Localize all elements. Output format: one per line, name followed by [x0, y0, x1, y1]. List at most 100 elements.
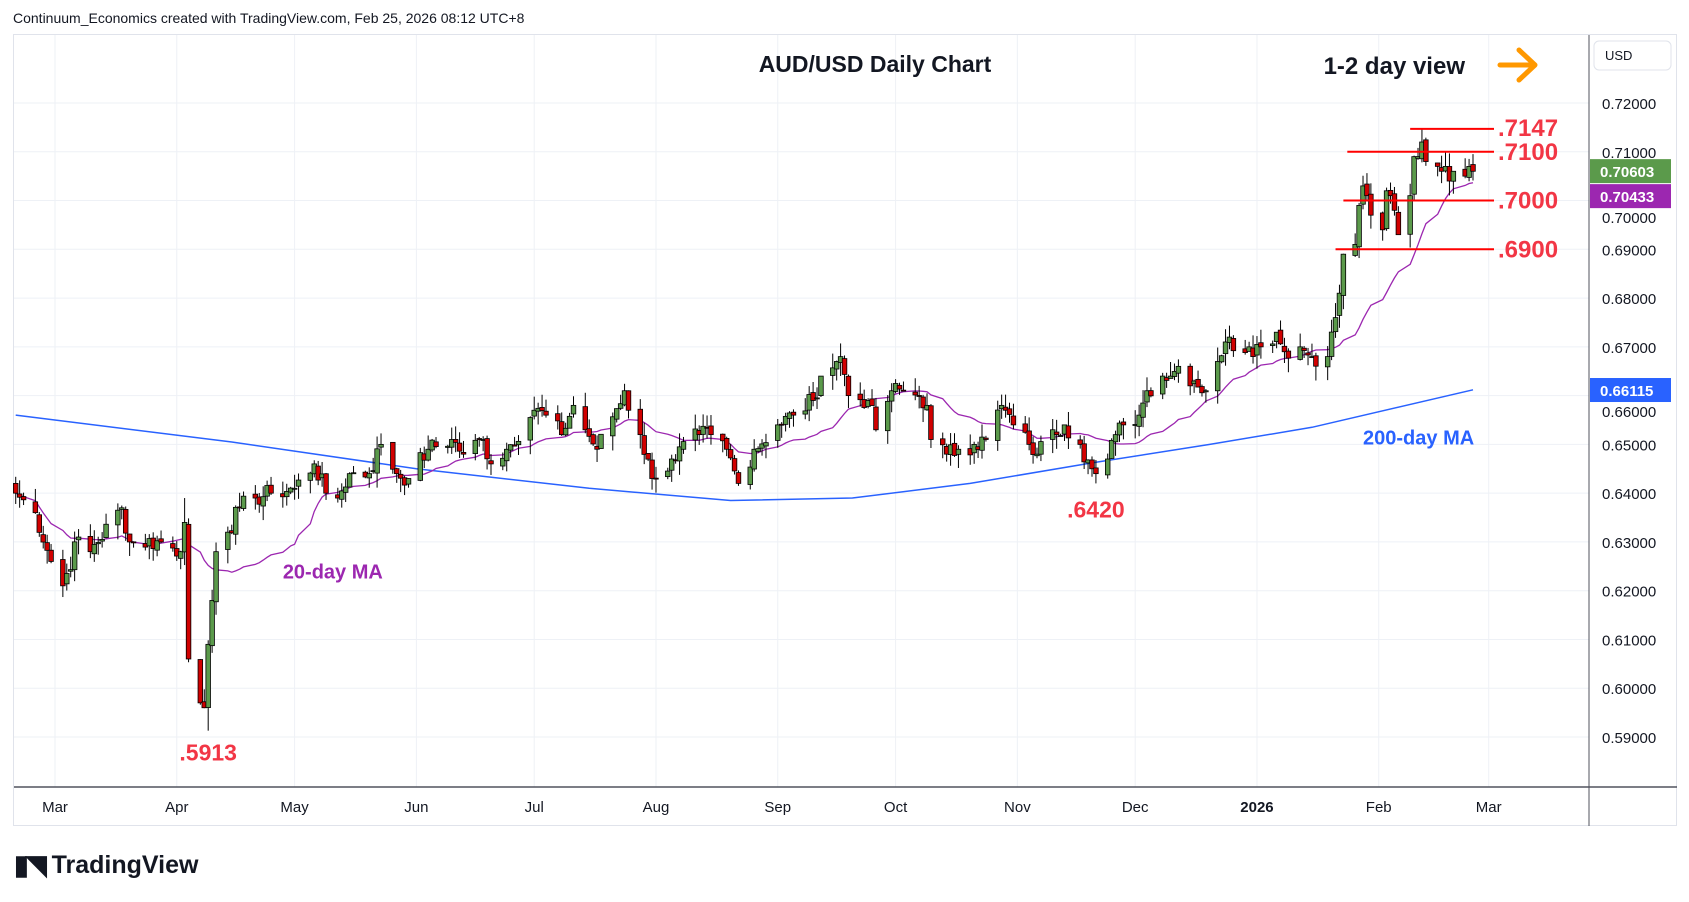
y-tick-label: 0.62000 [1602, 584, 1656, 601]
candle [617, 403, 624, 409]
candle [653, 477, 659, 480]
candle [955, 448, 962, 455]
candle [539, 407, 545, 412]
candle [1332, 317, 1339, 333]
candle [1395, 211, 1402, 236]
candle [900, 389, 907, 392]
candle [1022, 423, 1028, 433]
ma20-line [15, 182, 1474, 573]
x-tick-label: Mar [42, 799, 68, 816]
candle [484, 438, 490, 460]
x-tick-label: Apr [165, 799, 188, 816]
candle [115, 509, 121, 526]
candle [394, 468, 400, 475]
candle [1258, 342, 1264, 348]
candle [590, 434, 596, 445]
candle [747, 466, 753, 485]
candle [1026, 430, 1032, 445]
candle [566, 415, 573, 429]
candle [708, 425, 714, 436]
candle [1313, 355, 1319, 367]
level-label: .7100 [1498, 139, 1558, 166]
candle [1120, 421, 1127, 426]
candle [720, 433, 726, 442]
candle [515, 440, 522, 446]
y-tick-label: 0.64000 [1602, 486, 1656, 503]
x-tick-label: 2026 [1240, 799, 1273, 816]
candle [645, 453, 651, 460]
candle [1387, 189, 1394, 197]
candle [232, 506, 239, 535]
level-label: .6900 [1498, 236, 1558, 263]
candle [1053, 431, 1060, 435]
candle [1328, 331, 1335, 357]
y-tick-label: 0.67000 [1602, 340, 1656, 357]
candle [449, 439, 455, 448]
x-tick-label: Oct [884, 799, 908, 816]
candle [425, 448, 431, 461]
candle [857, 393, 863, 401]
candle [40, 534, 46, 543]
candle [87, 535, 94, 553]
candle [95, 542, 101, 545]
currency-button[interactable] [1593, 40, 1672, 71]
candle [460, 451, 467, 455]
candle [1144, 390, 1150, 403]
candle [649, 459, 655, 479]
candle [700, 425, 706, 435]
candle [366, 473, 372, 479]
candle [64, 573, 70, 585]
candle [307, 472, 314, 481]
candle [342, 486, 349, 493]
candle [841, 358, 848, 375]
x-tick-label: Jun [404, 799, 428, 816]
x-tick-label: Feb [1366, 799, 1392, 816]
candle [833, 361, 840, 370]
candle [723, 437, 730, 450]
candle [1340, 253, 1347, 296]
annotation-label: .5913 [179, 740, 237, 766]
x-tick-label: Aug [643, 799, 670, 816]
candle [790, 411, 797, 416]
candle [36, 514, 42, 533]
candle [1195, 378, 1201, 388]
candle [75, 536, 82, 541]
candle [735, 472, 742, 484]
candle [885, 400, 891, 432]
candle [170, 543, 176, 549]
candle [315, 465, 321, 481]
candle [1077, 439, 1083, 445]
candle [1434, 162, 1441, 167]
candle [1407, 195, 1413, 235]
candle [1010, 415, 1017, 426]
candle [1148, 390, 1154, 397]
candle [488, 460, 494, 465]
candle [1136, 414, 1142, 427]
candle [99, 539, 105, 542]
candle [810, 392, 816, 401]
candle [637, 408, 643, 436]
candle [390, 441, 396, 470]
candle [1214, 361, 1221, 392]
level-label: .7000 [1498, 188, 1558, 215]
candle [1411, 156, 1417, 195]
candle [71, 541, 78, 571]
tradingview-logo-icon: ▮◥ [14, 850, 47, 880]
candle [1093, 467, 1099, 475]
candle [32, 501, 39, 514]
candle [1081, 443, 1087, 463]
candle [123, 509, 129, 534]
candle [598, 433, 604, 449]
y-tick-label: 0.70000 [1602, 210, 1656, 227]
y-tick-label: 0.61000 [1602, 632, 1656, 649]
candle [476, 438, 482, 440]
candle [1167, 375, 1174, 379]
tradingview-logo[interactable]: ▮◥ TradingView [14, 850, 198, 881]
candle [802, 410, 808, 415]
candle [1030, 442, 1036, 455]
candle [1470, 164, 1476, 172]
candle [1163, 377, 1170, 381]
candle [417, 452, 424, 481]
annotation-label: 200-day MA [1363, 427, 1474, 449]
